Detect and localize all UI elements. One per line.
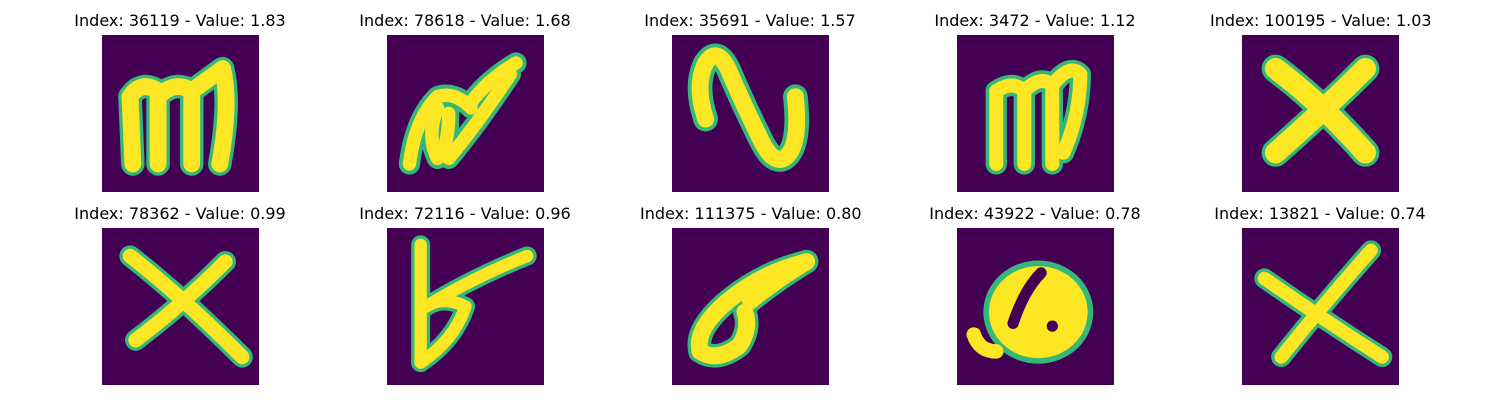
panel-title: Index: 35691 - Value: 1.57 bbox=[644, 11, 856, 30]
panel-title: Index: 36119 - Value: 1.83 bbox=[74, 11, 286, 30]
glyph-image-X bbox=[102, 228, 259, 385]
glyph-image-m bbox=[102, 35, 259, 192]
glyph-image-m bbox=[957, 35, 1114, 192]
glyph-image-Q-like bbox=[957, 228, 1114, 385]
glyph-image-N bbox=[672, 35, 829, 192]
panel-9: Index: 43922 - Value: 0.78 bbox=[925, 205, 1145, 385]
panel-4: Index: 3472 - Value: 1.12 bbox=[925, 12, 1145, 192]
panel-title: Index: 43922 - Value: 0.78 bbox=[929, 204, 1141, 223]
panel-5: Index: 100195 - Value: 1.03 bbox=[1210, 11, 1432, 192]
panel-title: Index: 72116 - Value: 0.96 bbox=[359, 204, 571, 223]
panel-3: Index: 35691 - Value: 1.57 bbox=[640, 12, 860, 192]
panel-title: Index: 78618 - Value: 1.68 bbox=[359, 11, 571, 30]
glyph-image-alpha-like bbox=[387, 35, 544, 192]
panel-2: Index: 78618 - Value: 1.68 bbox=[355, 12, 575, 192]
panel-title: Index: 13821 - Value: 0.74 bbox=[1214, 204, 1426, 223]
glyph-image-6-like bbox=[672, 228, 829, 385]
panel-8: Index: 111375 - Value: 0.80 bbox=[640, 204, 862, 385]
glyph-image-b bbox=[387, 228, 544, 385]
panel-title: Index: 78362 - Value: 0.99 bbox=[74, 204, 286, 223]
glyph-image-X bbox=[1242, 228, 1399, 385]
glyph-image-X bbox=[1242, 35, 1399, 192]
panel-10: Index: 13821 - Value: 0.74 bbox=[1210, 205, 1430, 385]
panel-1: Index: 36119 - Value: 1.83 bbox=[70, 12, 290, 192]
panel-6: Index: 78362 - Value: 0.99 bbox=[70, 205, 290, 385]
panel-7: Index: 72116 - Value: 0.96 bbox=[355, 205, 575, 385]
panel-title: Index: 3472 - Value: 1.12 bbox=[934, 11, 1136, 30]
panel-title: Index: 100195 - Value: 1.03 bbox=[1210, 11, 1432, 30]
panel-title: Index: 111375 - Value: 0.80 bbox=[640, 204, 862, 223]
